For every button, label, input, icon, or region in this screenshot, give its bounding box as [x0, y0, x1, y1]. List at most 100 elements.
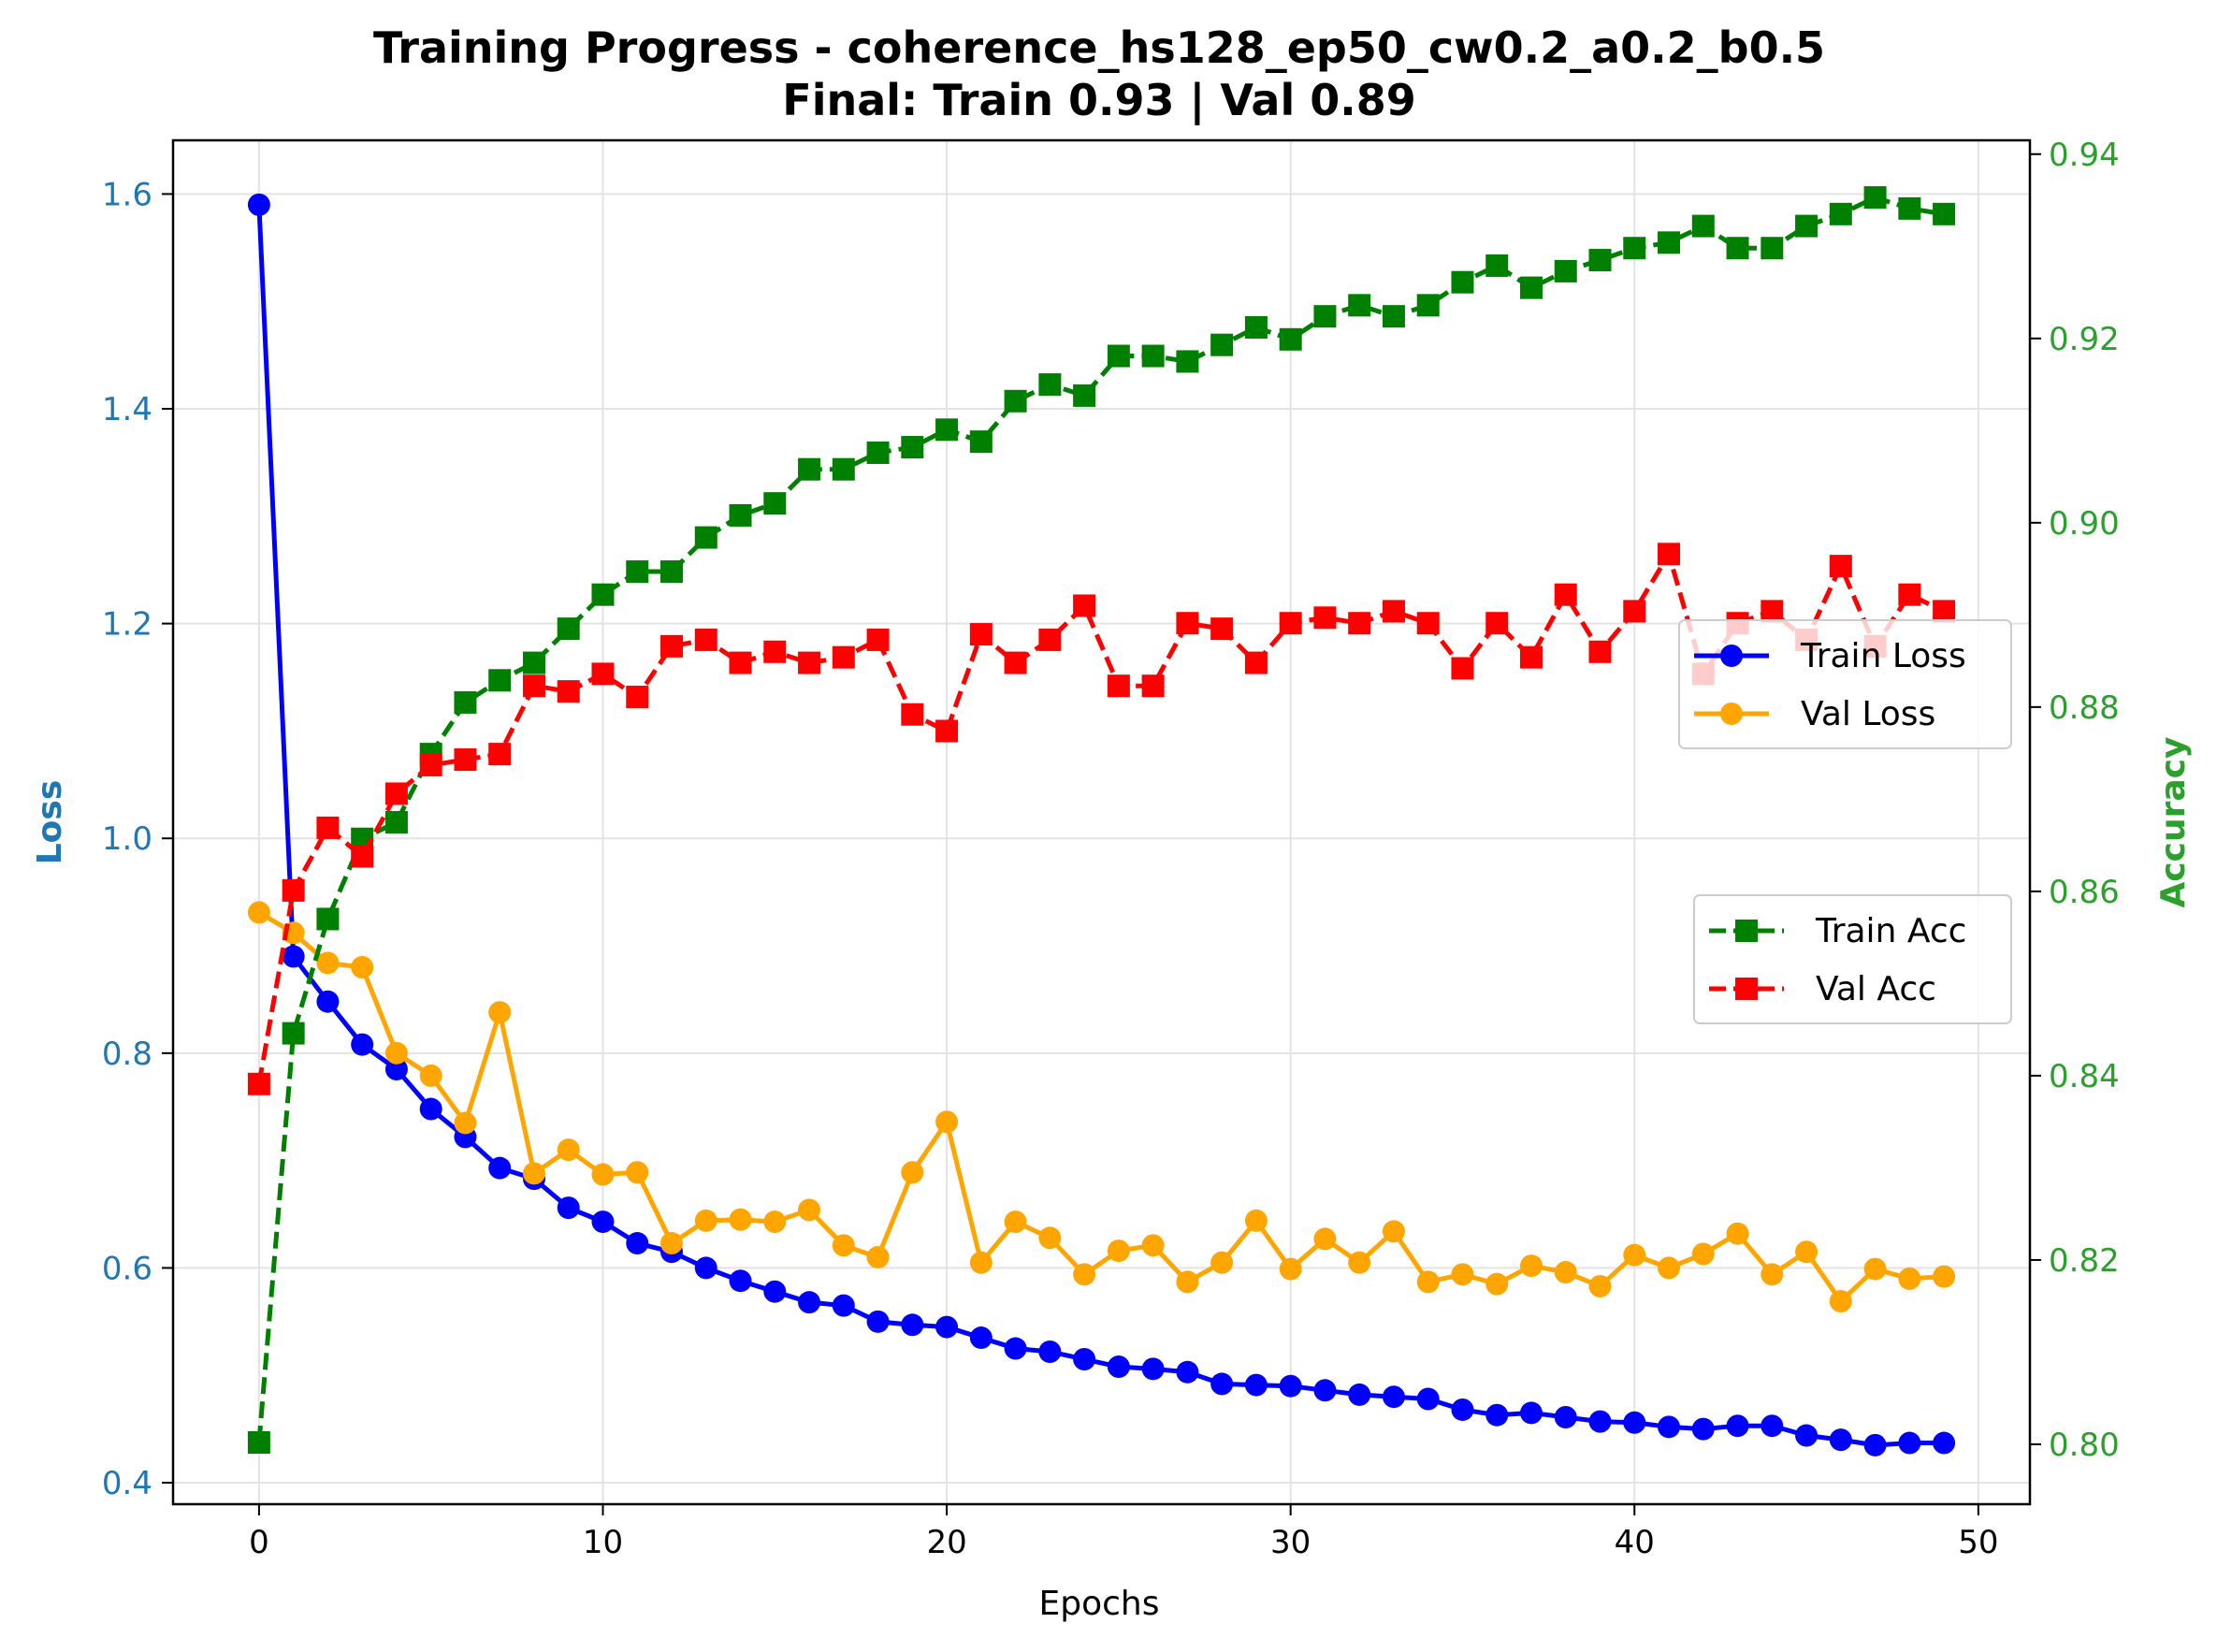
series-layer [247, 186, 1956, 1456]
val-loss-point [1829, 1290, 1852, 1313]
train-loss-point [901, 1313, 924, 1337]
y-left-tick-label: 1.2 [102, 606, 152, 644]
train-acc-point [247, 1430, 270, 1454]
val-acc-point [626, 686, 649, 709]
train-loss-point [488, 1156, 512, 1180]
train-acc-point [1726, 237, 1749, 260]
val-loss-point [1726, 1222, 1749, 1245]
train-acc-point [1073, 384, 1096, 407]
legend-label-val-acc: Val Acc [1816, 970, 1936, 1008]
train-acc-point [522, 651, 545, 674]
train-acc-point [1107, 344, 1130, 368]
train-acc-point [729, 503, 752, 527]
val-acc-point [1761, 600, 1784, 623]
val-acc-point [1933, 600, 1956, 623]
val-acc-point [1141, 674, 1165, 698]
val-loss-point [1933, 1265, 1956, 1288]
val-loss-point [247, 901, 270, 924]
val-acc-point [729, 651, 752, 674]
y-right-tick-label: 0.92 [2049, 321, 2120, 358]
train-loss-point [1691, 1417, 1715, 1441]
train-loss-point [1898, 1431, 1921, 1455]
val-loss-point [1898, 1267, 1921, 1290]
train-acc-point [798, 457, 821, 481]
val-loss-point [454, 1111, 477, 1135]
train-loss-point [1623, 1411, 1646, 1434]
train-acc-point [1038, 373, 1062, 397]
train-loss-point [1073, 1348, 1096, 1371]
val-acc-point [694, 628, 717, 651]
train-acc-point [1554, 259, 1577, 283]
train-acc-point [1933, 202, 1956, 225]
val-loss-point [1348, 1251, 1371, 1274]
val-loss-point [1554, 1261, 1577, 1284]
val-loss-point [1658, 1256, 1681, 1280]
val-loss-point [1073, 1263, 1096, 1286]
legend-label-train-acc: Train Acc [1815, 912, 1966, 950]
val-loss-point [1279, 1257, 1302, 1281]
train-loss-point [1279, 1374, 1302, 1398]
val-loss-point [935, 1110, 959, 1134]
val-acc-point [1658, 543, 1681, 566]
train-acc-point [591, 583, 615, 606]
x-axis-label: Epochs [1039, 1585, 1160, 1623]
train-loss-point [1519, 1401, 1543, 1425]
val-acc-point [1210, 617, 1234, 641]
val-loss-point [1107, 1239, 1130, 1263]
val-acc-point [1451, 657, 1474, 680]
val-loss-point [1588, 1274, 1612, 1297]
val-acc-point [660, 634, 684, 658]
val-acc-point [763, 640, 787, 663]
train-acc-point [626, 560, 649, 584]
y-right-tick-label: 0.88 [2049, 689, 2120, 727]
plot-frame [171, 138, 2032, 1506]
train-acc-point [384, 811, 408, 833]
val-acc-point [798, 651, 821, 674]
val-loss-point [832, 1234, 855, 1257]
x-tick-label: 0 [249, 1524, 269, 1561]
train-loss-point [1933, 1431, 1956, 1455]
train-loss-point [384, 1058, 408, 1081]
val-loss-point [488, 1001, 512, 1024]
val-acc-point [1313, 606, 1337, 630]
train-acc-point [1141, 344, 1165, 368]
train-acc-point [1004, 389, 1027, 413]
y-left-tick-label: 0.6 [102, 1250, 152, 1287]
train-acc-point [1485, 254, 1509, 277]
val-acc-point [1829, 555, 1852, 578]
train-loss-point [763, 1280, 787, 1303]
train-loss-point [419, 1097, 442, 1121]
legend-marker-val-loss [1720, 703, 1743, 725]
train-loss-point [1004, 1337, 1027, 1360]
legend-box [1678, 619, 2012, 749]
train-loss-point [1795, 1424, 1819, 1447]
legend-2: Train Acc Val Acc [1693, 894, 2012, 1024]
train-loss-point [626, 1232, 649, 1255]
val-loss-series [247, 901, 1956, 1313]
train-loss-point [1176, 1360, 1199, 1384]
val-loss-point [1313, 1227, 1337, 1251]
y-axis-left-label: Loss [31, 780, 69, 865]
val-acc-point [557, 680, 580, 703]
x-tick-label: 20 [926, 1524, 966, 1561]
legend-marker-val-acc [1735, 978, 1758, 1000]
train-acc-point [866, 441, 890, 464]
y-left-tick-label: 0.4 [102, 1465, 152, 1502]
val-loss-point [1451, 1263, 1474, 1286]
train-acc-point [1829, 202, 1852, 225]
val-acc-point [1623, 600, 1646, 623]
val-loss-point [557, 1138, 580, 1162]
train-acc-point [282, 1022, 305, 1045]
train-loss-point [866, 1310, 890, 1333]
train-loss-point [1038, 1340, 1062, 1363]
val-acc-point [1382, 600, 1405, 623]
val-loss-point [351, 955, 374, 978]
axes [171, 138, 2032, 1506]
val-loss-point [1210, 1251, 1234, 1274]
val-acc-point [1038, 628, 1062, 651]
y-right-tick-label: 0.82 [2049, 1242, 2120, 1280]
val-acc-point [488, 743, 512, 766]
